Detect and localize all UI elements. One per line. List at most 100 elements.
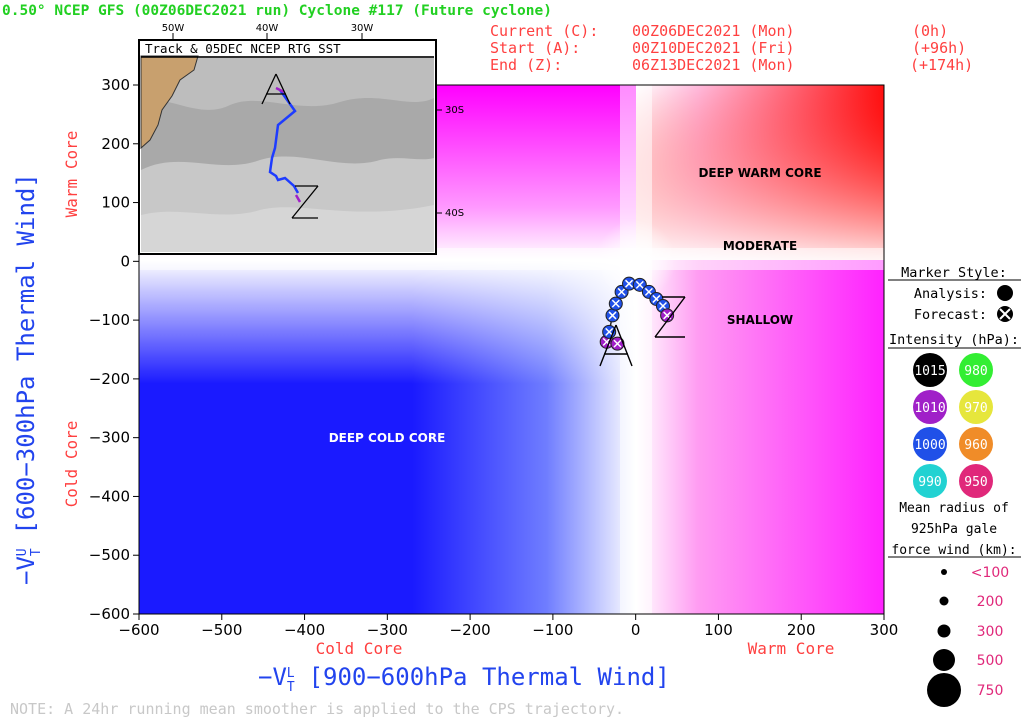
y-tick-label: −600	[89, 605, 130, 623]
intensity-swatch	[959, 353, 993, 387]
inset-start-marker-a	[261, 73, 291, 105]
intensity-label: 1010	[914, 401, 945, 416]
x-tick-label: 200	[787, 621, 816, 639]
start-marker-a	[599, 324, 633, 367]
intensity-label: 980	[964, 364, 987, 379]
radius-label: <100	[971, 565, 1009, 581]
inset-lon-40w: 40W	[256, 23, 279, 34]
inset-lat-40s: 40S	[445, 208, 464, 219]
legend-radius-title-3: force wind (km):	[891, 543, 1016, 558]
x-cold-core-label: Cold Core	[316, 639, 403, 658]
inset-map: Track & 05DEC NCEP RTG SST 50W 40W 30W 3…	[138, 23, 464, 255]
y-tick-label: −200	[89, 370, 130, 388]
intensity-swatch	[913, 353, 947, 387]
current-label: Current (C):	[490, 22, 598, 40]
svg-text:−VTU[600−300hPa Thermal Wind]: −VTU[600−300hPa Thermal Wind]	[12, 173, 44, 585]
cps-trajectory	[599, 276, 675, 351]
y-tick-label: 300	[101, 76, 130, 94]
forecast-cross	[608, 311, 617, 320]
forecast-cross	[658, 301, 668, 311]
y-axis-title: −VTU[600−300hPa Thermal Wind]	[12, 173, 44, 585]
legend-analysis-label: Analysis:	[914, 286, 987, 302]
intensity-swatch	[959, 464, 993, 498]
x-tick-label: 300	[870, 621, 899, 639]
legend-radius-title-1: Mean radius of	[899, 501, 1009, 516]
label-shallow: SHALLOW	[727, 313, 793, 327]
legend-intensity-title: Intensity (hPa):	[889, 332, 1019, 348]
y-tick-label: 200	[101, 135, 130, 153]
intensity-label: 1015	[914, 364, 945, 379]
radius-swatch	[927, 673, 961, 707]
start-date: 00Z10DEC2021 (Fri)	[632, 39, 795, 57]
y-warm-core-label: Warm Core	[62, 131, 81, 218]
inset-lon-50w: 50W	[162, 23, 185, 34]
intensity-swatch	[913, 464, 947, 498]
end-marker-z	[654, 296, 686, 338]
svg-text:−VTL[900−600hPa Thermal Wind]: −VTL [900−600hPa Thermal Wind]	[258, 663, 670, 695]
inset-end-marker-z	[291, 185, 319, 219]
intensity-label: 970	[964, 401, 987, 416]
start-offset: (+96h)	[912, 39, 966, 57]
x-warm-core-label: Warm Core	[748, 639, 835, 658]
chart-header-title: 0.50° NCEP GFS (00Z06DEC2021 run) Cyclon…	[2, 3, 552, 19]
y-axis-ticks: −600 −500 −400 −300 −200 −100 0 100 200 300	[89, 76, 139, 623]
intensity-swatch	[913, 427, 947, 461]
x-axis-title: −VTL [900−600hPa Thermal Wind]	[258, 663, 670, 695]
inset-lat-30s: 30S	[445, 105, 464, 116]
start-label: Start (A):	[490, 39, 580, 57]
forecast-cross	[605, 327, 614, 336]
radius-label: 500	[977, 653, 1004, 669]
intensity-label: 950	[964, 475, 987, 490]
footnote: NOTE: A 24hr running mean smoother is ap…	[10, 700, 624, 718]
y-tick-label: −300	[89, 429, 130, 447]
legend: Marker Style: Analysis: Forecast: Intens…	[888, 265, 1021, 707]
x-tick-label: −100	[532, 621, 573, 639]
inset-title: Track & 05DEC NCEP RTG SST	[145, 41, 341, 56]
intensity-label: 990	[918, 475, 941, 490]
current-date: 00Z06DEC2021 (Mon)	[632, 22, 795, 40]
y-tick-label: 100	[101, 194, 130, 212]
y-cold-core-label: Cold Core	[62, 421, 81, 508]
radius-swatch	[937, 624, 951, 638]
intensity-swatch	[959, 427, 993, 461]
plot-frame	[138, 84, 885, 615]
forecast-cross	[625, 279, 634, 288]
x-tick-label: 0	[631, 621, 641, 639]
y-tick-label: −500	[89, 546, 130, 564]
end-offset: (+174h)	[910, 56, 973, 74]
y-tick-label: 0	[120, 252, 130, 270]
x-tick-label: −500	[201, 621, 242, 639]
forecast-cross	[602, 337, 611, 346]
forecast-cross	[617, 287, 626, 296]
forecast-cross	[663, 311, 672, 320]
radius-swatch	[939, 596, 949, 606]
radius-label: 200	[977, 594, 1004, 610]
radius-swatch	[941, 569, 947, 575]
radius-label: 300	[977, 624, 1004, 640]
analysis-marker-icon	[997, 285, 1013, 301]
x-tick-label: −400	[284, 621, 325, 639]
intensity-legend: 1015 980 1010 970 1000 960 990 950	[913, 353, 993, 498]
x-axis-ticks: −600 −500 −400 −300 −200 −100 0 100 200 300	[118, 614, 898, 639]
forecast-cross	[652, 294, 661, 303]
radius-label: 750	[977, 683, 1004, 699]
intensity-swatch	[913, 390, 947, 424]
x-tick-label: −200	[450, 621, 491, 639]
forecast-cross	[613, 339, 622, 348]
legend-forecast-label: Forecast:	[914, 307, 987, 323]
current-offset: (0h)	[912, 22, 948, 40]
label-deep-warm-core: DEEP WARM CORE	[698, 166, 821, 180]
x-tick-label: −300	[367, 621, 408, 639]
intensity-label: 960	[964, 438, 987, 453]
radius-swatch	[933, 649, 955, 671]
x-tick-label: −600	[118, 621, 159, 639]
label-moderate: MODERATE	[723, 239, 797, 253]
inset-track	[268, 89, 300, 194]
y-tick-label: −400	[89, 487, 130, 505]
forecast-cross	[644, 287, 653, 296]
label-deep-cold-core: DEEP COLD CORE	[329, 431, 446, 445]
end-label: End (Z):	[490, 56, 562, 74]
forecast-cross	[611, 299, 620, 308]
end-date: 06Z13DEC2021 (Mon)	[632, 56, 795, 74]
